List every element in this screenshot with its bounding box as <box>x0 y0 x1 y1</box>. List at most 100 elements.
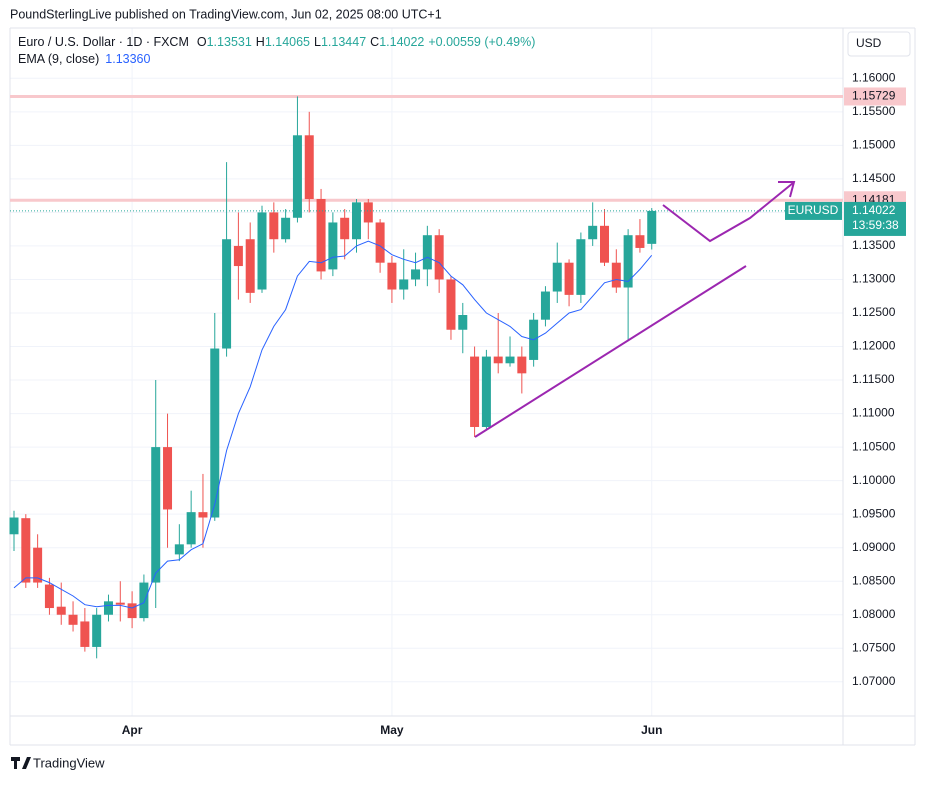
candle-body <box>163 447 173 510</box>
candle-body <box>517 356 527 374</box>
candle-body <box>210 348 220 518</box>
legend-symbol: Euro / U.S. Dollar · 1D · FXCM <box>18 35 189 49</box>
candle-body <box>151 447 161 583</box>
y-tick-label: 1.08500 <box>852 573 896 587</box>
candle-body <box>623 235 633 288</box>
ema-name: EMA (9, close) <box>18 52 99 66</box>
y-tick-label: 1.08000 <box>852 607 896 621</box>
candle-body <box>375 222 385 263</box>
candle-body <box>92 614 102 647</box>
candle-body <box>115 602 125 605</box>
ohlc-label: H <box>256 35 265 49</box>
y-tick-label: 1.09500 <box>852 506 896 520</box>
brand-name: TradingView <box>33 755 105 770</box>
trend-line <box>474 265 747 438</box>
y-tick-label: 1.10500 <box>852 439 896 453</box>
candle-body <box>233 245 243 267</box>
change: +0.00559 (+0.49%) <box>428 35 535 49</box>
candle-body <box>9 517 19 535</box>
x-tick-label: May <box>380 723 404 737</box>
y-tick-label: 1.11500 <box>852 372 895 386</box>
y-tick-label: 1.13500 <box>852 238 896 252</box>
candle-body <box>257 212 267 290</box>
y-tick-label: 1.15000 <box>852 138 896 152</box>
candle-body <box>269 212 279 240</box>
candle-body <box>80 621 90 647</box>
candle-body <box>600 225 609 263</box>
candle-body <box>222 239 232 349</box>
candle-body <box>56 606 66 615</box>
y-tick-label: 1.14500 <box>852 171 896 185</box>
candle-body <box>328 222 338 270</box>
candle-body <box>340 217 350 240</box>
ema-value: 1.13360 <box>105 52 150 66</box>
x-tick-label: Apr <box>122 723 143 737</box>
publisher: PoundSterlingLive published on TradingVi… <box>10 7 442 21</box>
candle-body <box>186 512 196 545</box>
candle-body <box>363 202 373 223</box>
candle-body <box>174 544 184 555</box>
y-tick-label: 1.10000 <box>852 473 896 487</box>
candle-body <box>611 262 621 288</box>
y-tick-label: 1.16000 <box>852 70 896 84</box>
candle-body <box>647 210 657 244</box>
symbol-tag <box>785 201 842 220</box>
brand-logo <box>11 757 31 769</box>
candle-body <box>470 356 480 427</box>
countdown: 13:59:38 <box>852 218 899 232</box>
candle-body <box>588 225 598 240</box>
projection-path <box>662 182 794 243</box>
last-price-tag <box>844 201 906 236</box>
ema-line <box>13 240 653 609</box>
candle-body <box>422 235 432 270</box>
candle-body <box>481 356 491 427</box>
candle-body <box>292 135 302 218</box>
candle-body <box>576 239 586 295</box>
legend-title: Euro / U.S. Dollar · 1D · FXCM O1.13531 H1… <box>18 35 535 49</box>
candle-body <box>139 582 149 619</box>
y-tick-label: 1.09000 <box>852 540 896 554</box>
y-tick-label: 1.15500 <box>852 104 896 118</box>
candle-body <box>198 512 208 518</box>
candle-body <box>33 547 43 583</box>
y-tick-label: 1.12000 <box>852 339 896 353</box>
candle-body <box>446 279 456 330</box>
candle-body <box>458 315 468 330</box>
candle-body <box>505 356 515 364</box>
x-tick-label: Jun <box>641 723 662 737</box>
ohlc-label: O <box>197 35 207 49</box>
ohlc-value: 1.13531 <box>207 35 252 49</box>
candle-body <box>304 135 314 199</box>
candle-body <box>493 356 503 364</box>
candle-body <box>540 291 550 320</box>
y-tick-label: 1.11000 <box>852 406 895 420</box>
y-tick-label: 1.12500 <box>852 305 896 319</box>
ohlc-value: 1.14065 <box>265 35 310 49</box>
candle-body <box>21 518 31 583</box>
candle-body <box>127 603 137 619</box>
ema-legend: EMA (9, close) 1.13360 <box>18 52 151 66</box>
currency[interactable]: USD <box>856 36 882 50</box>
price-tag <box>844 87 906 106</box>
candle-body <box>103 601 113 615</box>
drawings <box>474 181 796 438</box>
last-price-label: 1.14022 <box>852 203 896 217</box>
candle-body <box>245 239 255 293</box>
candle-body <box>387 262 397 290</box>
candle-body <box>411 269 421 280</box>
price-tag-label: 1.15729 <box>852 89 896 103</box>
ohlc-value: 1.14022 <box>379 35 424 49</box>
arrow-head <box>778 181 796 198</box>
candle-body <box>44 584 54 609</box>
candle-body <box>316 198 326 272</box>
candle-body <box>68 614 78 625</box>
candle-body <box>281 217 291 240</box>
currency-button[interactable] <box>847 31 911 57</box>
ohlc-value: 1.13447 <box>321 35 366 49</box>
candle-body <box>635 235 645 248</box>
candle-body <box>434 235 444 280</box>
y-tick-label: 1.07500 <box>852 640 896 654</box>
candle-body <box>552 262 562 292</box>
